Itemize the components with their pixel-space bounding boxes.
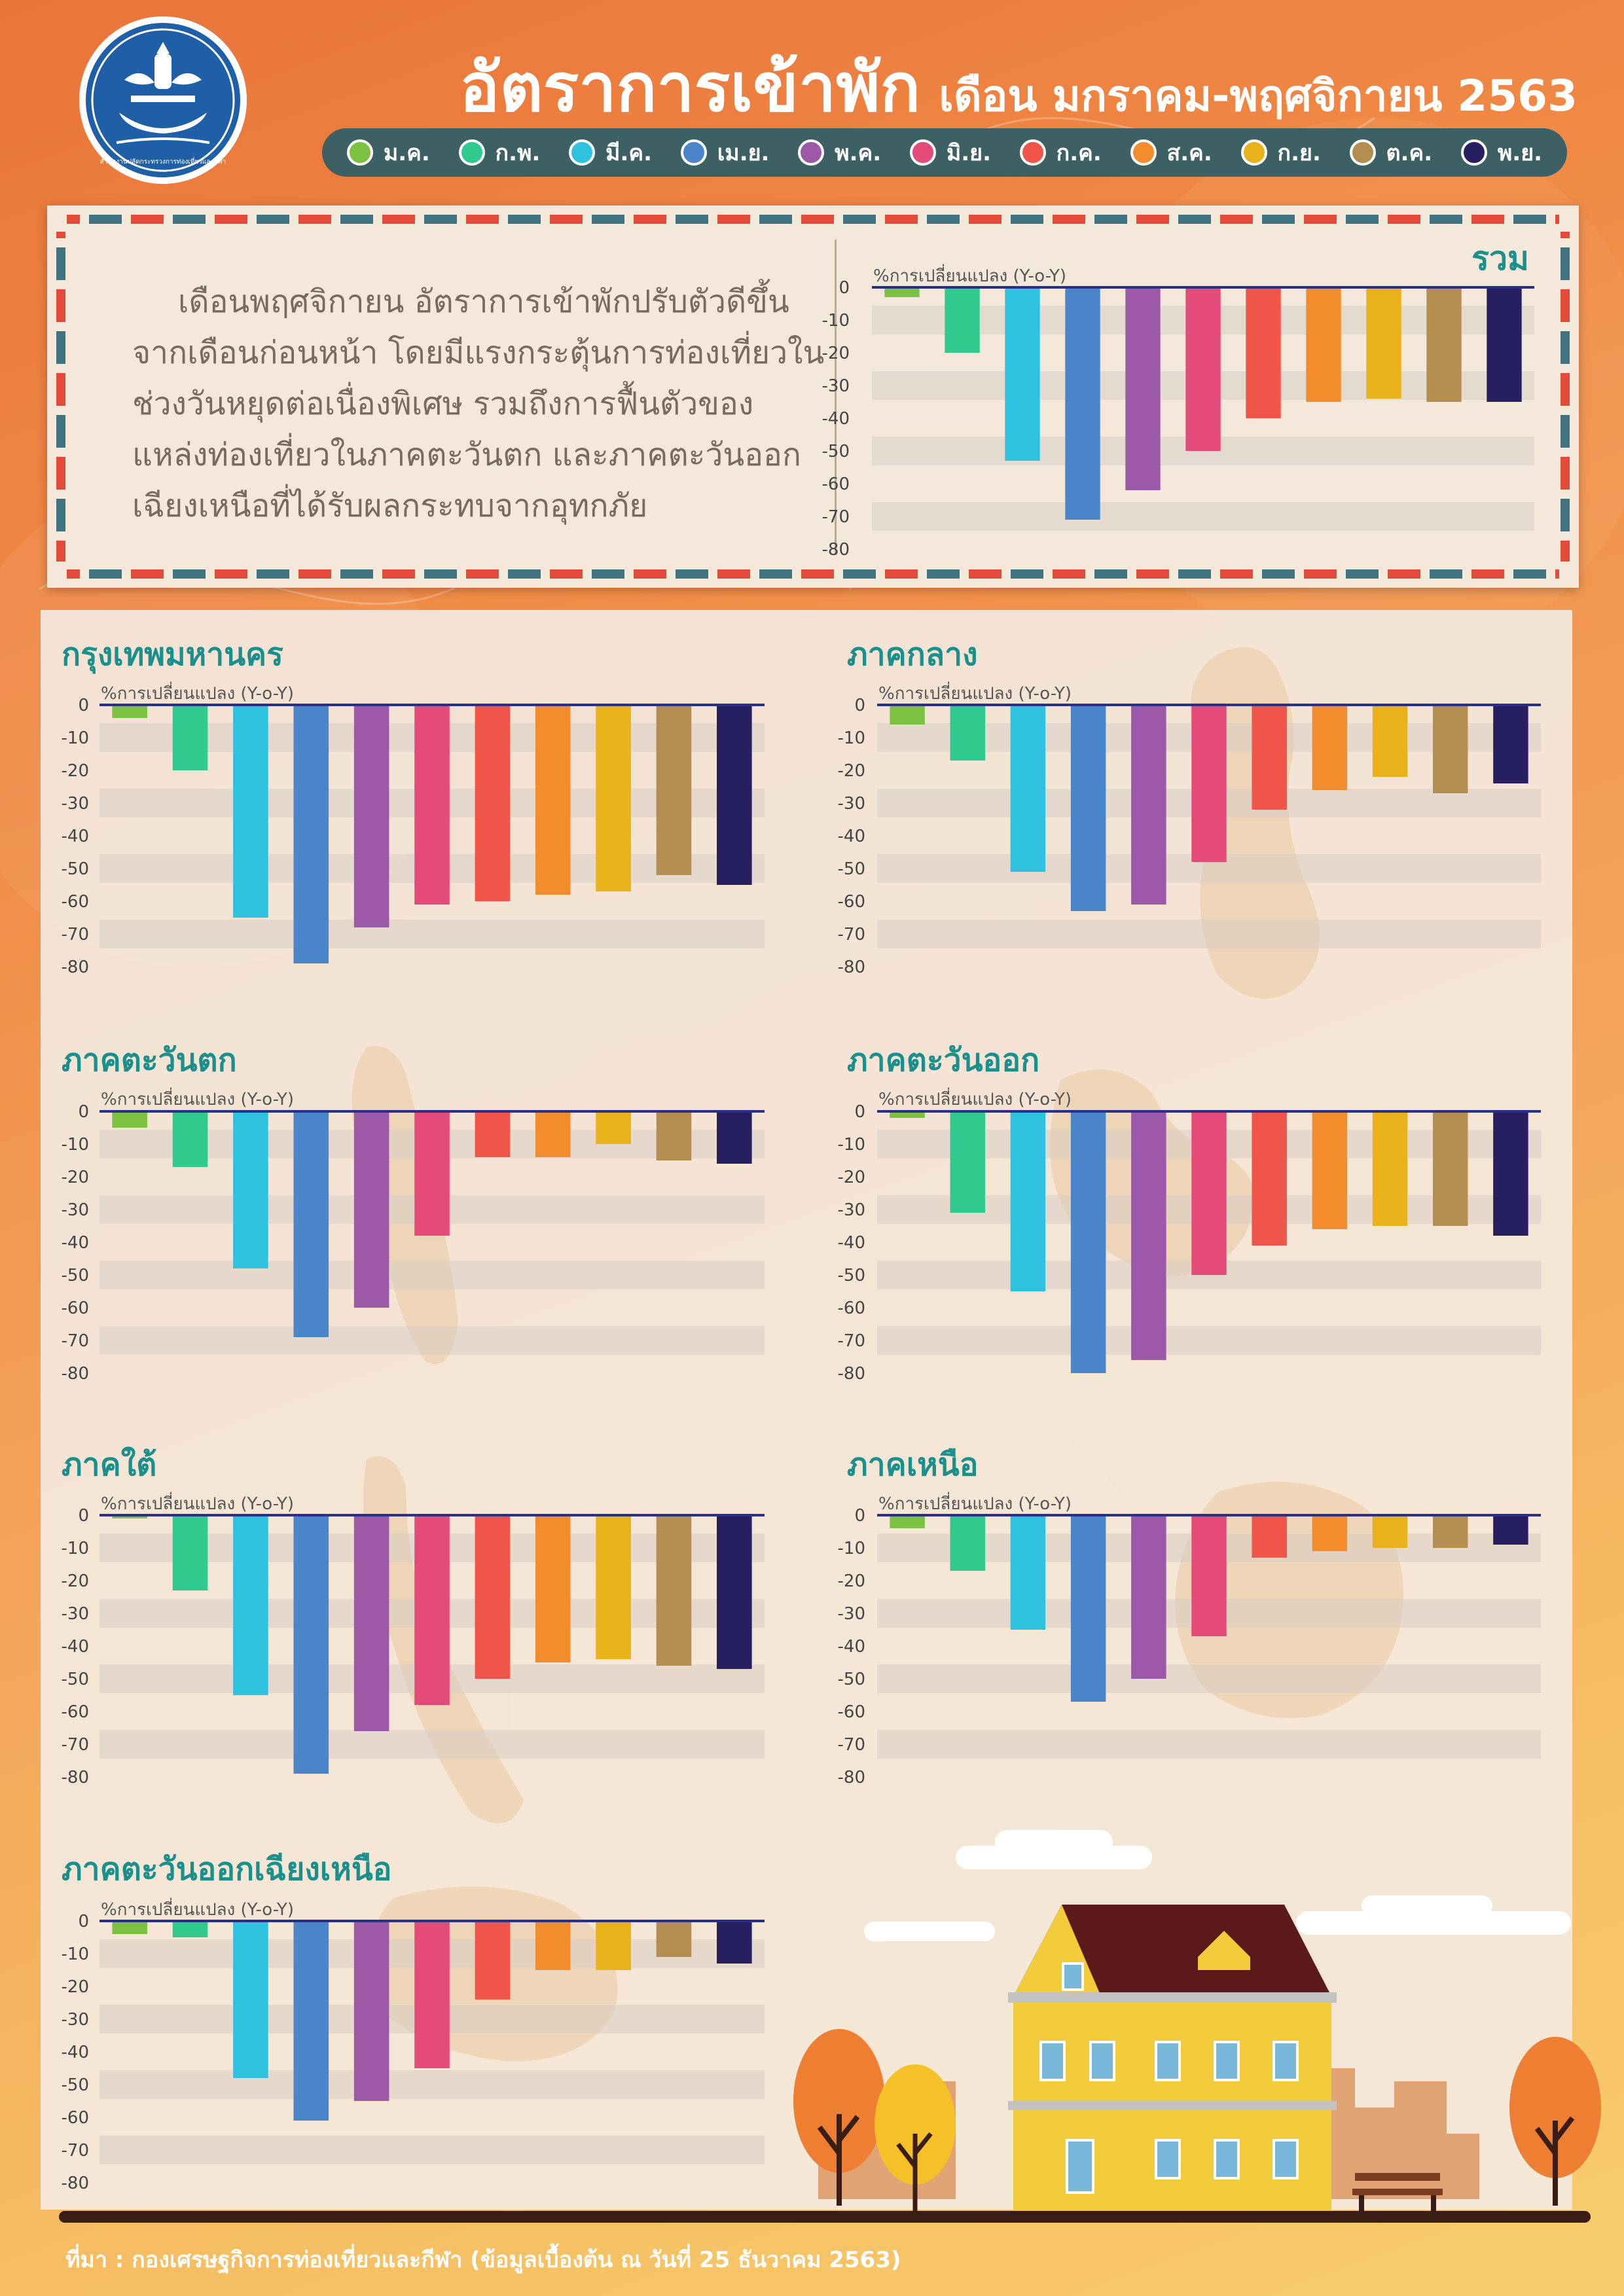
summary-divider — [835, 240, 837, 555]
logo-caption: สำนักงานปลัดกระทรวงการท่องเที่ยวและกีฬา — [100, 156, 226, 166]
page-title: อัตราการเข้าพัก เดือน มกราคม-พฤศจิกายน 25… — [321, 34, 1578, 140]
legend-label: มิ.ย. — [946, 140, 991, 166]
legend-swatch — [1130, 139, 1157, 166]
legend-label: ม.ค. — [383, 140, 430, 166]
legend-swatch — [1240, 139, 1267, 166]
source-note: ที่มา : กองเศรษฐกิจการท่องเที่ยวและกีฬา … — [65, 2247, 901, 2273]
ground-bar — [59, 2211, 1591, 2223]
legend-swatch — [569, 139, 596, 166]
airmail-border — [56, 215, 1570, 579]
legend-swatch — [909, 139, 936, 166]
legend-item: ส.ค. — [1130, 135, 1212, 170]
title-main: อัตราการเข้าพัก — [460, 49, 921, 127]
summary-envelope: เดือนพฤศจิกายน อัตราการเข้าพักปรับตัวดีข… — [47, 206, 1579, 588]
legend-swatch — [1460, 139, 1487, 166]
legend-swatch — [798, 139, 825, 166]
legend-label: ส.ค. — [1166, 140, 1212, 166]
legend-item: ก.ย. — [1240, 135, 1321, 170]
regional-panel — [41, 610, 1572, 2210]
legend-label: พ.ย. — [1497, 140, 1543, 166]
legend-item: ก.พ. — [458, 135, 541, 170]
legend-item: มิ.ย. — [909, 135, 991, 170]
legend-label: เม.ย. — [717, 140, 770, 166]
summary-text: เดือนพฤศจิกายน อัตราการเข้าพักปรับตัวดีข… — [132, 283, 825, 524]
legend-swatch — [346, 139, 373, 166]
legend-swatch — [1019, 139, 1046, 166]
ministry-logo: สำนักงานปลัดกระทรวงการท่องเที่ยวและกีฬา — [79, 16, 247, 184]
legend-label: พ.ค. — [835, 140, 882, 166]
legend-item: ม.ค. — [346, 135, 430, 170]
legend-label: ต.ค. — [1386, 140, 1433, 166]
header: สำนักงานปลัดกระทรวงการท่องเที่ยวและกีฬา … — [0, 0, 1624, 196]
legend-swatch — [1349, 139, 1376, 166]
legend-label: ก.ย. — [1277, 140, 1321, 166]
legend-item: ต.ค. — [1349, 135, 1433, 170]
legend-item: เม.ย. — [680, 135, 770, 170]
legend-label: ก.ค. — [1056, 140, 1102, 166]
legend-swatch — [458, 139, 485, 166]
legend-swatch — [680, 139, 707, 166]
title-sub: เดือน มกราคม-พฤศจิกายน 2563 — [939, 71, 1578, 121]
legend-item: พ.ค. — [798, 135, 881, 170]
legend-item: มี.ค. — [569, 135, 652, 170]
month-legend: ม.ค. ก.พ. มี.ค. เม.ย. พ.ค. มิ.ย. ก.ค. ส.ค. ก.ย. ต… — [322, 128, 1567, 177]
legend-label: ก.พ. — [495, 140, 541, 166]
legend-item: พ.ย. — [1460, 135, 1543, 170]
legend-item: ก.ค. — [1019, 135, 1102, 170]
legend-label: มี.ค. — [605, 140, 653, 166]
